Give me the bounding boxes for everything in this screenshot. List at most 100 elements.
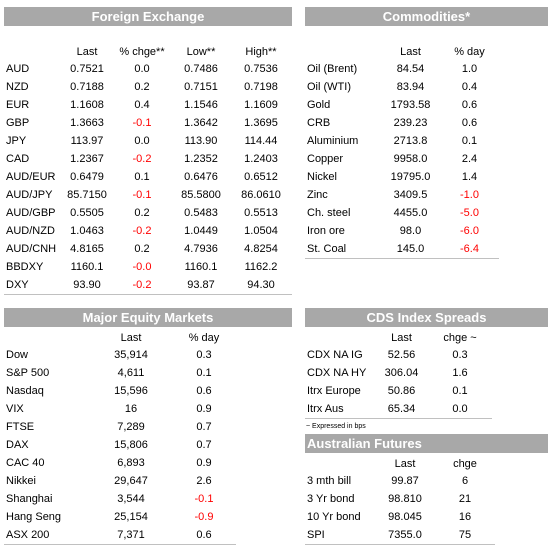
row-label: St. Coal	[305, 240, 381, 259]
table-row: Zinc 3409.5 -1.0	[305, 186, 548, 204]
row-value: 0.6	[172, 526, 236, 545]
table-row: BBDXY 1160.1 -0.0 1160.1 1162.2	[4, 258, 292, 276]
row-value: 15,596	[114, 385, 148, 397]
row-label: AUD/GBP	[6, 207, 56, 219]
row-value: 25,154	[114, 511, 148, 523]
row-label: 10 Yr bond	[307, 511, 361, 523]
row-value: 9958.0	[393, 153, 428, 165]
table-row: CDX NA HY 306.04 1.6	[305, 364, 548, 382]
commodities-col-header	[305, 44, 381, 60]
row-value: 0.7536	[244, 63, 278, 75]
row-label: NZD	[6, 81, 29, 93]
row-value: 4,611	[117, 367, 145, 379]
row-label: Itrx Europe	[307, 385, 361, 397]
table-row: CAC 40 6,893 0.9	[4, 454, 292, 472]
table-row: VIX 16 0.9	[4, 400, 292, 418]
row-value: 0.6476	[184, 171, 218, 183]
table-row: 3 Yr bond 98.810 21	[305, 490, 548, 508]
table-row: Nickel 19795.0 1.4	[305, 168, 548, 186]
row-value: -0.2	[132, 225, 152, 237]
table-row: AUD/JPY 85.7150 -0.1 85.5800 86.0610	[4, 186, 292, 204]
table-row: Aluminium 2713.8 0.1	[305, 132, 548, 150]
row-value: 65.34	[375, 400, 428, 419]
commodities-col-header: % day	[454, 46, 485, 58]
row-value: 7355.0	[375, 526, 435, 545]
row-value: 0.3	[452, 349, 468, 361]
row-value: -6.0	[460, 225, 479, 237]
row-value: -6.4	[440, 240, 499, 259]
equity-table: Last % day Dow 35,914 0.3 S&P 500 4,611 0.1 Nasd…	[4, 330, 292, 545]
row-value: 1.3642	[184, 117, 218, 129]
row-label: Copper	[307, 153, 344, 165]
row-label: Nikkei	[6, 475, 36, 487]
row-label: 3 Yr bond	[307, 493, 355, 505]
futures-table: Last chge 3 mth bill 99.87 6 3 Yr bond 98.810 2…	[305, 456, 548, 545]
futures-title: Australian Futures	[305, 434, 548, 453]
row-value: 0.2	[134, 207, 150, 219]
row-value: 0.7188	[70, 81, 104, 93]
fx-col-header: High**	[245, 46, 277, 58]
commodities-panel: Commodities*	[305, 7, 548, 26]
row-label: DXY	[4, 276, 62, 295]
row-value: 1162.2	[244, 261, 278, 273]
row-value: 6,893	[117, 457, 145, 469]
futures-col-header: chge	[453, 458, 477, 470]
row-value: 1.4	[461, 171, 478, 183]
table-row: ASX 200 7,371 0.6	[4, 526, 292, 545]
row-value: 1.3663	[70, 117, 104, 129]
table-row: Copper 9958.0 2.4	[305, 150, 548, 168]
row-value: 0.5505	[70, 207, 104, 219]
row-value: 35,914	[114, 349, 148, 361]
table-row: Gold 1793.58 0.6	[305, 96, 548, 114]
equity-col-header: % day	[188, 332, 220, 344]
table-row: Itrx Europe 50.86 0.1	[305, 382, 548, 400]
row-value: 2713.8	[393, 135, 428, 147]
row-value: 4.7936	[184, 243, 218, 255]
row-value: 0.4	[461, 81, 478, 93]
row-label: EUR	[6, 99, 30, 111]
row-value: 2.6	[196, 475, 212, 487]
futures-panel: Australian Futures	[305, 434, 548, 453]
row-value: 113.90	[184, 135, 218, 147]
table-row: DAX 15,806 0.7	[4, 436, 292, 454]
row-value: 1.1609	[244, 99, 278, 111]
row-value: 0.7521	[70, 63, 104, 75]
table-row: S&P 500 4,611 0.1	[4, 364, 292, 382]
commodities-col-header: Last	[400, 46, 421, 58]
row-value: 4455.0	[393, 207, 428, 219]
row-value: 4.8254	[244, 243, 278, 255]
row-value: 99.87	[391, 475, 419, 487]
futures-col-header	[305, 456, 375, 472]
row-value: 0.6	[461, 117, 478, 129]
row-label: Nasdaq	[6, 385, 44, 397]
table-row: EUR 1.1608 0.4 1.1546 1.1609	[4, 96, 292, 114]
table-row: Hang Seng 25,154 -0.9	[4, 508, 292, 526]
fx-title: Foreign Exchange	[4, 7, 292, 26]
fx-col-header: Low**	[186, 46, 216, 58]
row-label: CAC 40	[6, 457, 45, 469]
row-label: JPY	[6, 135, 27, 147]
row-value: 0.1	[452, 385, 468, 397]
row-label: CDX NA HY	[307, 367, 367, 379]
row-value: 75	[435, 526, 495, 545]
row-value: 1.2403	[244, 153, 278, 165]
row-value: 239.23	[393, 117, 428, 129]
row-label: Ch. steel	[307, 207, 351, 219]
row-value: -0.1	[132, 189, 152, 201]
fx-panel: Foreign Exchange	[4, 7, 292, 26]
row-value: 1160.1	[184, 261, 218, 273]
row-value: 15,806	[114, 439, 148, 451]
row-value: -0.0	[132, 261, 152, 273]
row-value: 7,289	[117, 421, 145, 433]
row-value: 93.90	[62, 276, 112, 295]
row-label: Itrx Aus	[305, 400, 375, 419]
row-label: GBP	[6, 117, 30, 129]
table-row: St. Coal 145.0 -6.4	[305, 240, 548, 259]
row-value: 0.4	[134, 99, 150, 111]
row-label: AUD/JPY	[6, 189, 53, 201]
cds-header-row: Last chge ~	[305, 330, 548, 346]
table-row: CDX NA IG 52.56 0.3	[305, 346, 548, 364]
row-value: 16	[124, 403, 138, 415]
row-value: 16	[458, 511, 472, 523]
row-value: -0.2	[112, 276, 172, 295]
